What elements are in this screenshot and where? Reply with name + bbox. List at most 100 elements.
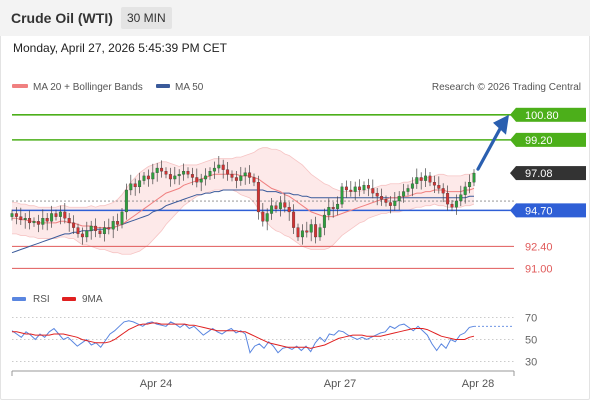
candle	[397, 191, 401, 210]
candle	[446, 185, 450, 211]
candle	[468, 174, 472, 194]
candle	[265, 208, 269, 231]
resistance-label-0: 100.80	[525, 110, 559, 122]
candle	[234, 171, 238, 189]
support-label-5: 91.00	[525, 263, 553, 275]
rsi-line	[11, 320, 475, 354]
candle	[129, 174, 133, 196]
candle	[151, 163, 155, 185]
candle	[45, 213, 49, 231]
candle	[239, 166, 243, 186]
candle	[349, 181, 353, 197]
candle	[463, 181, 467, 204]
rsi-tick-30: 30	[525, 357, 537, 369]
candle	[76, 223, 80, 238]
candle	[261, 203, 265, 227]
bollinger-band-area	[12, 147, 474, 255]
moving-averages	[11, 173, 475, 254]
candle	[344, 180, 348, 198]
last-price-tag	[516, 166, 586, 181]
candle	[107, 218, 111, 235]
candle	[58, 205, 62, 225]
candle	[441, 183, 445, 203]
candle	[32, 217, 36, 227]
candle	[85, 221, 89, 243]
candle	[226, 161, 230, 181]
candle	[432, 175, 436, 193]
candle	[353, 181, 357, 201]
candle	[283, 193, 287, 213]
candle	[305, 221, 309, 238]
candle	[358, 179, 362, 197]
candle	[331, 202, 335, 218]
candle	[274, 201, 278, 213]
candlesticks	[10, 156, 476, 245]
candle	[428, 171, 432, 187]
ma20-legend-swatch	[12, 84, 28, 88]
resistance-tag-pointer-0	[510, 107, 516, 122]
candle	[28, 210, 32, 230]
time-tick-0: Apr 24	[140, 378, 172, 390]
candle	[89, 220, 93, 240]
forecast-arrow	[476, 114, 509, 171]
candle	[287, 202, 291, 221]
candle	[243, 167, 247, 185]
candle	[450, 200, 454, 212]
time-axis: Apr 24 Apr 27 Apr 28	[11, 370, 515, 390]
candle	[366, 178, 370, 197]
candle	[410, 177, 414, 197]
candle	[454, 194, 458, 215]
instrument-title: Crude Oil (WTI)	[11, 10, 113, 26]
candle	[138, 172, 142, 194]
candle	[173, 166, 177, 185]
ma50-legend-swatch	[156, 84, 170, 88]
timestamp: Monday, April 27, 2026 5:45:39 PM CET	[13, 41, 227, 55]
candle	[50, 205, 54, 228]
candle	[472, 169, 476, 187]
pivot-tag-pointer-3	[510, 203, 516, 218]
candle	[296, 223, 300, 241]
resistance-tag-1	[516, 132, 586, 147]
support-label-4: 92.40	[525, 241, 553, 253]
rsi-tick-70: 70	[525, 313, 537, 325]
candle	[314, 216, 318, 244]
resistance-label-1: 99.20	[525, 135, 553, 147]
candle	[415, 168, 419, 189]
candle	[292, 204, 296, 235]
candle	[300, 224, 304, 245]
ma50-legend-label: MA 50	[175, 82, 204, 93]
price-legend: MA 20 + Bollinger Bands MA 50 Research ©…	[12, 82, 581, 93]
level-labels: 100.80 99.20 97.08 94.70 92.40 91.00	[510, 107, 586, 275]
rsi-panel: 30 50 70	[11, 313, 537, 369]
candle	[120, 208, 124, 229]
candle	[322, 208, 326, 236]
pivot-label-3: 94.70	[525, 205, 553, 217]
candle	[102, 221, 106, 242]
bollinger-upper	[12, 147, 475, 208]
candle	[186, 167, 190, 179]
candle	[168, 167, 172, 187]
candle	[133, 178, 137, 196]
candle	[252, 173, 256, 187]
candle	[124, 183, 128, 220]
candle	[217, 156, 221, 174]
ma20-line	[12, 173, 475, 229]
candle	[72, 215, 76, 235]
candle	[309, 219, 313, 242]
candle	[67, 213, 71, 232]
candle	[278, 196, 282, 217]
timeframe-button[interactable]: 30 MIN	[121, 7, 172, 29]
forecast-arrow-head	[493, 114, 509, 135]
rsi-9ma-line	[12, 322, 475, 349]
candle	[437, 176, 441, 194]
candle	[155, 162, 159, 182]
key-levels	[12, 114, 514, 269]
rsi-legend-swatch	[12, 297, 26, 301]
rsi-legend-label: RSI	[33, 294, 50, 305]
resistance-tag-pointer-1	[510, 132, 516, 147]
resistance-tag-0	[516, 107, 586, 122]
candle	[10, 209, 14, 221]
chart-header: Crude Oil (WTI) 30 MIN	[0, 0, 590, 36]
candle	[146, 169, 150, 187]
